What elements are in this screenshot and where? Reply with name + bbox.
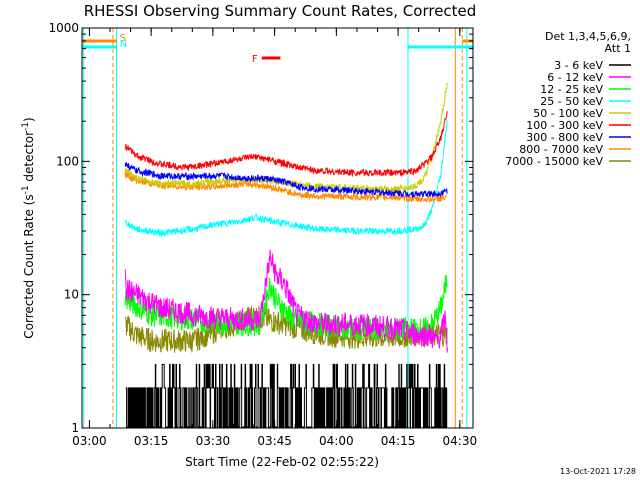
legend-label: 100 - 300 keV (526, 119, 603, 132)
legend-header-line1: Det 1,3,4,5,6,9, (545, 30, 631, 43)
y-tick-label: 1000 (48, 21, 79, 35)
series-line-100-300-kev (124, 111, 448, 178)
legend-label: 7000 - 15000 keV (505, 155, 603, 168)
series-line-3-6-kev (125, 363, 448, 428)
legend-header-line2: Att 1 (605, 42, 631, 55)
plot-frame (81, 27, 474, 429)
legend-label: 3 - 6 keV (554, 59, 603, 72)
axes: 03:00 03:15 03:30 03:45 04:00 04:15 04:30 1 10 10… (48, 21, 477, 448)
chart-title: RHESSI Observing Summary Count Rates, Co… (84, 2, 477, 20)
flag-label-f: F (252, 54, 258, 65)
legend-label: 12 - 25 keV (540, 83, 603, 96)
series-line-300-800-kev (124, 161, 448, 199)
legend-label: 300 - 800 keV (526, 131, 603, 144)
render-timestamp: 13-Oct-2021 17:28 (560, 467, 636, 476)
plot-area: SN F (82, 28, 473, 428)
flag-label-s: S (120, 33, 126, 44)
series-line-50-100-kev (124, 82, 448, 193)
y-tick-label: 10 (64, 288, 79, 302)
y-axis-label: Corrected Count Rate (s-1 detector-1) (21, 117, 36, 338)
legend-label: 6 - 12 keV (547, 71, 603, 84)
x-tick-label: 03:15 (134, 434, 169, 448)
legend-label: 800 - 7000 keV (519, 143, 603, 156)
series-line-25-50-kev (125, 119, 448, 237)
flag-label-n: N (120, 39, 127, 50)
x-axis-label: Start Time (22-Feb-02 02:55:22) (185, 455, 379, 469)
x-tick-label: 04:30 (443, 434, 478, 448)
legend-label: 50 - 100 keV (533, 107, 603, 120)
series-layer (124, 82, 448, 428)
x-tick-label: 03:00 (72, 434, 107, 448)
y-tick-label: 100 (56, 154, 79, 168)
series-line-800-7000-kev (124, 170, 448, 204)
x-tick-label: 03:30 (196, 434, 231, 448)
x-tick-label: 03:45 (257, 434, 292, 448)
legend-label: 25 - 50 keV (540, 95, 603, 108)
y-tick-label: 1 (71, 421, 79, 435)
series-line-6-12-kev (124, 249, 448, 353)
x-tick-label: 04:00 (319, 434, 354, 448)
x-tick-label: 04:15 (381, 434, 416, 448)
